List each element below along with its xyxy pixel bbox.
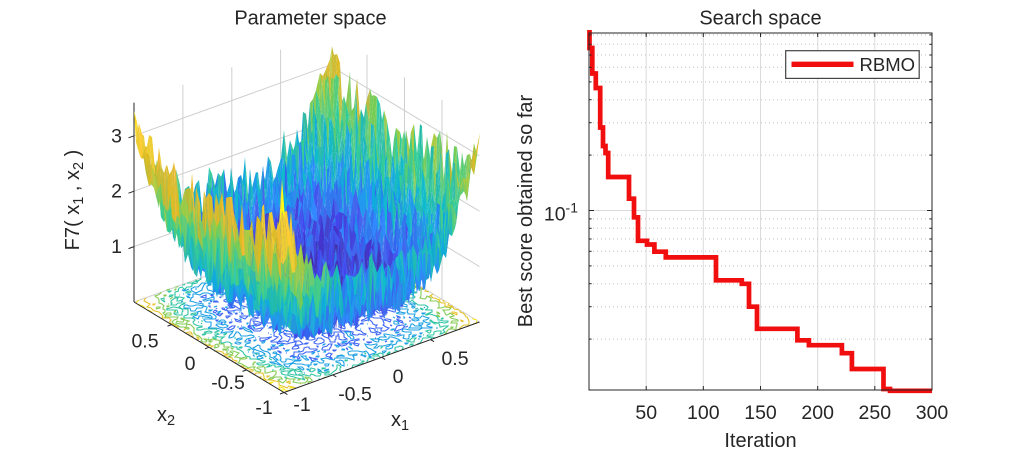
svg-text:0.5: 0.5 — [441, 348, 468, 370]
svg-text:-0.5: -0.5 — [211, 372, 245, 394]
svg-text:Best score obtained so far: Best score obtained so far — [515, 94, 537, 327]
svg-text:1: 1 — [111, 236, 122, 258]
svg-text:3: 3 — [111, 125, 122, 147]
svg-text:0.5: 0.5 — [131, 330, 158, 352]
svg-text:Search space: Search space — [699, 8, 821, 30]
svg-text:200: 200 — [801, 402, 834, 424]
svg-text:2: 2 — [111, 181, 122, 203]
svg-text:50: 50 — [635, 402, 657, 424]
svg-text:Parameter space: Parameter space — [234, 8, 386, 30]
svg-text:-1: -1 — [255, 397, 272, 419]
svg-text:F7( x1 , x2 ): F7( x1 , x2 ) — [62, 150, 87, 251]
svg-text:0: 0 — [393, 366, 404, 388]
svg-text:150: 150 — [744, 402, 777, 424]
svg-text:RBMO: RBMO — [860, 54, 916, 75]
svg-text:-1: -1 — [293, 394, 310, 416]
svg-text:Iteration: Iteration — [724, 430, 796, 452]
svg-text:300: 300 — [916, 402, 949, 424]
svg-text:250: 250 — [859, 402, 892, 424]
svg-text:100: 100 — [687, 402, 720, 424]
svg-text:-0.5: -0.5 — [338, 384, 372, 406]
svg-text:0: 0 — [185, 353, 196, 375]
